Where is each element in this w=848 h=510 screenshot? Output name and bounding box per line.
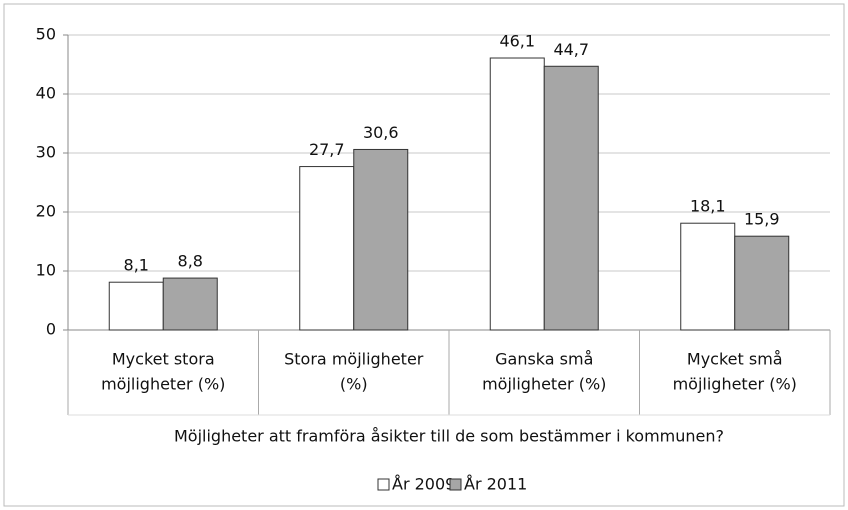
legend-label: År 2009 xyxy=(392,475,455,494)
bar xyxy=(299,166,355,331)
bar xyxy=(734,235,790,331)
x-tick-label: Ganska små xyxy=(495,350,593,369)
bar xyxy=(489,57,545,331)
data-label: 8,1 xyxy=(124,256,149,275)
x-tick-label: Stora möjligheter xyxy=(284,350,424,369)
bar xyxy=(108,281,164,331)
data-label: 46,1 xyxy=(499,32,535,51)
bar xyxy=(680,222,736,331)
x-tick-label: Mycket små xyxy=(687,350,783,369)
y-tick-label: 20 xyxy=(36,202,56,221)
x-axis-title: Möjligheter att framföra åsikter till de… xyxy=(174,427,724,446)
data-label: 8,8 xyxy=(178,252,203,271)
y-tick-label: 50 xyxy=(36,25,56,44)
y-tick-label: 40 xyxy=(36,84,56,103)
legend-swatch xyxy=(377,478,390,491)
y-tick-label: 30 xyxy=(36,143,56,162)
frame xyxy=(3,3,845,507)
data-label: 44,7 xyxy=(553,40,589,59)
legend-swatch xyxy=(449,478,462,491)
bar xyxy=(162,277,218,331)
x-tick-label: (%) xyxy=(340,375,368,394)
data-label: 27,7 xyxy=(309,140,345,159)
legend-label: År 2011 xyxy=(464,475,527,494)
x-tick-label: möjligheter (%) xyxy=(101,375,225,394)
x-tick-label: Mycket stora xyxy=(112,350,215,369)
y-tick-label: 10 xyxy=(36,261,56,280)
data-label: 18,1 xyxy=(690,197,726,216)
data-label: 30,6 xyxy=(363,123,399,142)
data-label: 15,9 xyxy=(744,210,780,229)
bar xyxy=(543,65,599,331)
y-tick-label: 0 xyxy=(46,320,56,339)
bar xyxy=(353,148,409,331)
x-tick-label: möjligheter (%) xyxy=(482,375,606,394)
x-tick-label: möjligheter (%) xyxy=(673,375,797,394)
